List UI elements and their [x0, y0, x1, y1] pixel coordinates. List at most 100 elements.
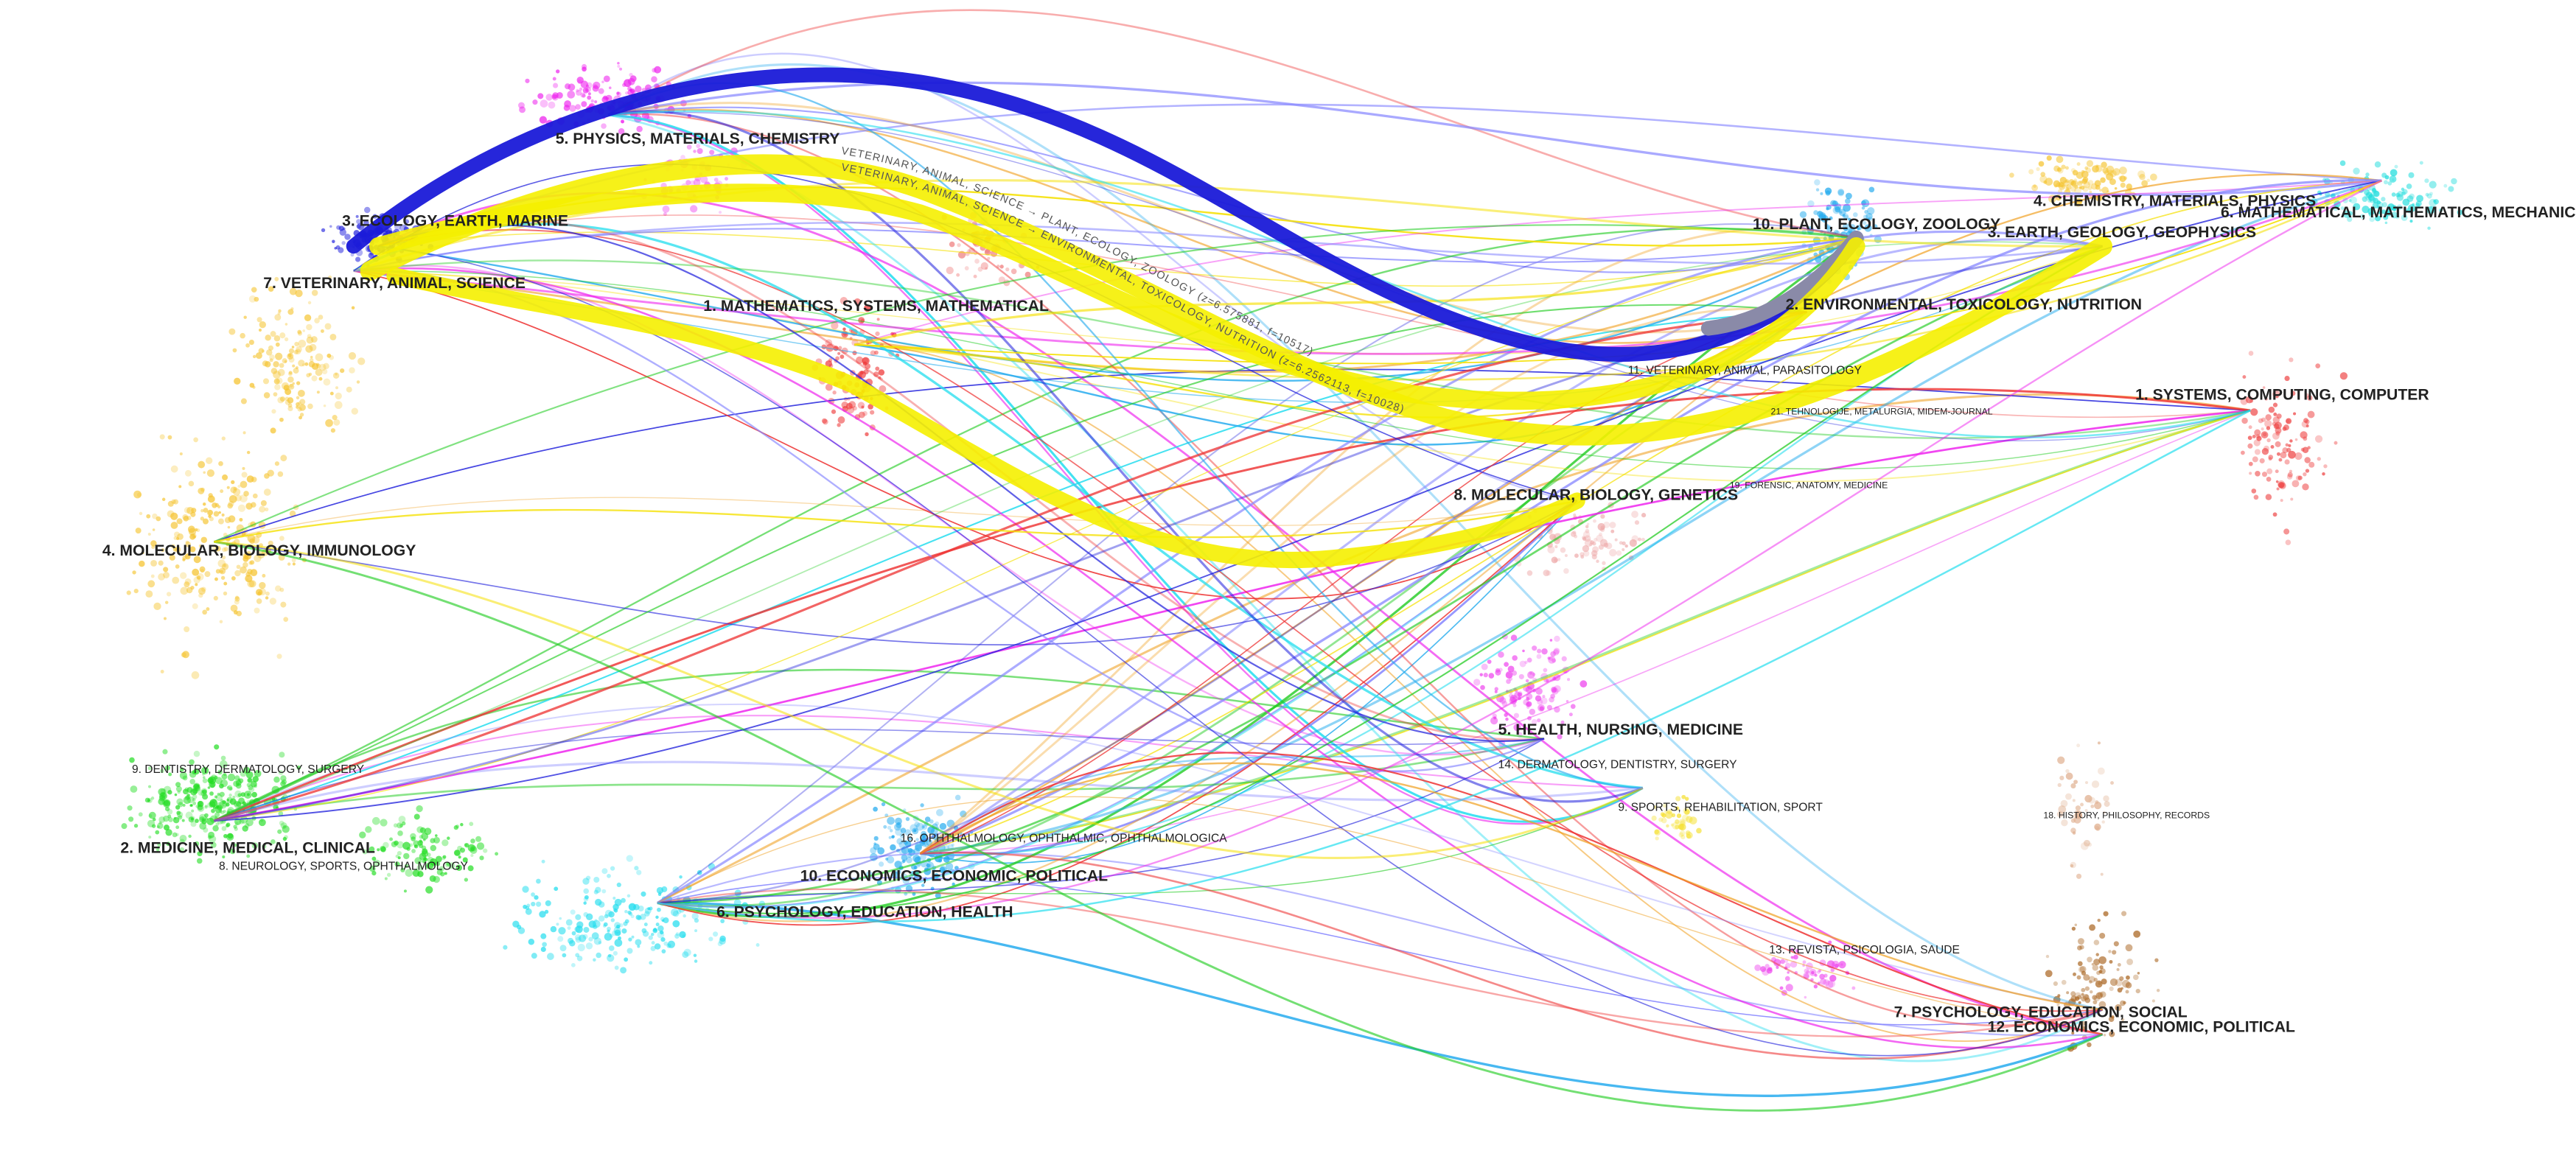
dot — [614, 939, 623, 947]
dot — [175, 805, 181, 810]
dot — [441, 839, 449, 847]
map-label: 7. PSYCHOLOGY, EDUCATION, SOCIAL — [1894, 1004, 2188, 1020]
dot — [2080, 802, 2084, 807]
map-label: 9. SPORTS, REHABILITATION, SPORT — [1618, 801, 1823, 813]
dot — [207, 777, 214, 784]
dot — [630, 914, 635, 919]
dot — [670, 908, 679, 917]
dot — [1510, 634, 1518, 641]
dot — [398, 816, 406, 823]
dot — [672, 910, 680, 917]
dot — [2284, 375, 2290, 382]
dot — [1582, 536, 1587, 541]
dot — [915, 838, 919, 841]
dot — [621, 928, 627, 934]
dot — [344, 234, 351, 240]
dot — [189, 778, 195, 785]
dot — [2057, 756, 2065, 764]
dot — [1675, 819, 1680, 824]
dot — [559, 917, 562, 920]
dot — [221, 436, 226, 441]
dot — [1865, 212, 1873, 220]
dot — [199, 822, 207, 830]
dot — [2307, 446, 2311, 449]
dot — [2103, 1034, 2106, 1037]
dot — [2109, 959, 2113, 964]
dot — [242, 561, 248, 568]
dot — [179, 452, 183, 456]
dot — [619, 67, 623, 71]
dot — [985, 267, 988, 270]
dot — [356, 380, 360, 384]
dot — [163, 572, 170, 578]
curve — [214, 738, 1545, 822]
dot — [179, 838, 185, 844]
dot — [208, 493, 213, 498]
dot — [1603, 521, 1610, 528]
dot — [607, 873, 611, 878]
dot — [2106, 172, 2114, 181]
dot — [2291, 480, 2300, 488]
dot — [231, 480, 235, 485]
dot — [626, 855, 633, 862]
dot — [657, 907, 661, 912]
dot — [229, 798, 237, 805]
dot — [277, 471, 284, 477]
dot — [1826, 204, 1832, 210]
dot — [230, 486, 237, 494]
dot — [821, 418, 828, 424]
dot — [287, 309, 294, 315]
dot — [195, 819, 199, 823]
dot — [1580, 552, 1585, 557]
dot — [644, 907, 652, 914]
dot — [1600, 527, 1605, 533]
dot — [198, 592, 203, 598]
dot — [2083, 994, 2090, 1001]
dot — [2156, 988, 2160, 992]
dot — [279, 396, 286, 402]
dot — [1832, 231, 1837, 236]
dot — [144, 797, 150, 803]
dot — [278, 810, 284, 816]
dot — [2275, 427, 2282, 434]
dot — [168, 817, 173, 822]
dot — [904, 841, 912, 847]
dot — [249, 538, 255, 545]
dot — [956, 273, 960, 277]
dot — [848, 401, 856, 409]
dot — [2391, 211, 2398, 219]
dot — [2406, 207, 2413, 214]
dot — [641, 928, 647, 934]
dot — [1605, 542, 1613, 550]
dot — [219, 783, 224, 789]
dot — [424, 858, 428, 862]
dot — [304, 362, 309, 366]
dot — [1549, 696, 1554, 703]
dot — [223, 810, 226, 813]
dot — [575, 914, 582, 920]
dot — [455, 864, 463, 871]
dot — [657, 925, 664, 932]
dot — [271, 409, 276, 414]
dot — [276, 654, 282, 659]
dot — [1547, 656, 1551, 660]
dot — [694, 929, 698, 933]
curve — [657, 738, 1545, 904]
dot — [215, 777, 223, 785]
dot — [180, 572, 187, 579]
dot — [2071, 1032, 2075, 1035]
dot — [453, 850, 461, 856]
dot — [1839, 211, 1843, 214]
dot — [2087, 186, 2092, 191]
dot — [614, 898, 622, 906]
dot — [263, 489, 271, 496]
curve — [214, 311, 1807, 822]
dot — [332, 415, 338, 421]
dot — [1843, 203, 1851, 212]
dot — [2095, 992, 2103, 999]
dot — [2101, 820, 2105, 824]
dot — [2045, 178, 2053, 186]
dot — [2077, 945, 2082, 950]
dot — [196, 858, 203, 864]
dot — [2103, 911, 2109, 917]
